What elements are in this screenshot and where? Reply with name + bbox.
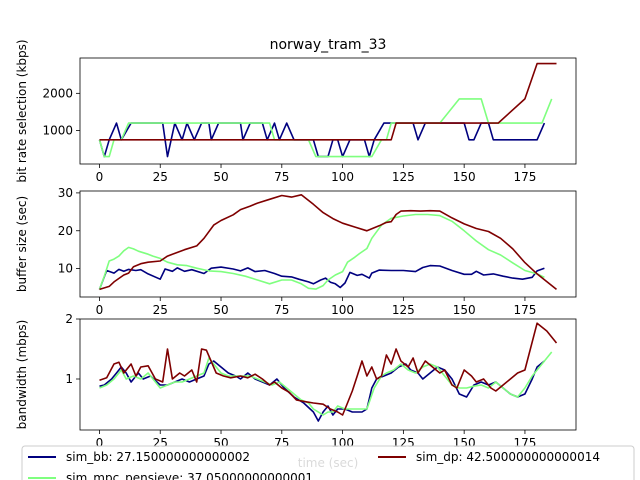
buffer-y-axis-label: buffer size (sec)	[15, 196, 29, 292]
bandwidth-y-tick-label: 2	[65, 312, 73, 326]
bitrate-x-tick-label: 75	[274, 170, 289, 184]
bandwidth-axes-frame	[79, 318, 577, 431]
buffer-y-tick-label: 30	[58, 186, 73, 200]
buffer-x-tick-label: 125	[392, 303, 415, 317]
bitrate-y-axis-label: bit rate selection (kbps)	[15, 39, 29, 182]
bitrate-y-tick-label: 2000	[42, 86, 73, 100]
bitrate-series-mpc	[98, 98, 553, 158]
buffer-series-bb	[98, 264, 545, 290]
buffer-x-tick-label: 175	[513, 303, 536, 317]
bandwidth-series-dp	[99, 322, 558, 416]
chart-title: norway_tram_33	[270, 37, 387, 53]
bitrate-y-tick-label: 1000	[42, 124, 73, 138]
bandwidth-y-axis-label: bandwidth (mbps)	[15, 320, 29, 430]
bitrate-x-tick-label: 175	[513, 170, 536, 184]
bitrate-panel: 0 25 50 75 100 125 150 175 1000 2000 bit rate sele…	[15, 39, 577, 184]
bitrate-x-tick-label: 125	[392, 170, 415, 184]
buffer-x-tick-label: 150	[453, 303, 476, 317]
bitrate-x-tick-label: 150	[453, 170, 476, 184]
legend-label-dp: sim_dp: 42.500000000000014	[416, 450, 600, 464]
legend-frame	[21, 445, 635, 480]
legend: sim_bb: 27.150000000000002 sim_mpc_pensi…	[21, 445, 635, 480]
buffer-x-tick-label: 0	[96, 303, 104, 317]
buffer-series-dp	[99, 194, 557, 291]
buffer-panel: 0 25 50 75 100 125 150 175 10 20 30 buffer size (se…	[15, 186, 577, 317]
buffer-x-tick-label: 75	[274, 303, 289, 317]
bitrate-x-tick-label: 50	[213, 170, 228, 184]
legend-label-bb: sim_bb: 27.150000000000002	[66, 450, 250, 464]
bitrate-x-tick-label: 0	[96, 170, 104, 184]
buffer-x-tick-label: 100	[331, 303, 354, 317]
bandwidth-y-tick-label: 1	[65, 372, 73, 386]
bandwidth-x-tick-label: 0	[96, 436, 104, 450]
bandwidth-series-mpc	[99, 351, 553, 416]
buffer-axes-frame	[79, 190, 577, 298]
bandwidth-series-bb	[99, 360, 545, 422]
buffer-x-tick-label: 50	[213, 303, 228, 317]
bitrate-series-dp	[99, 62, 557, 141]
legend-label-mpc: sim_mpc_pensieve: 37.05000000000001	[66, 471, 313, 480]
buffer-series-mpc	[98, 213, 545, 290]
buffer-x-tick-label: 25	[153, 303, 168, 317]
bitrate-x-tick-label: 25	[153, 170, 168, 184]
buffer-y-tick-label: 10	[58, 262, 73, 276]
buffer-y-tick-label: 20	[58, 224, 73, 238]
bitrate-axes-frame	[79, 57, 577, 165]
bitrate-x-tick-label: 100	[331, 170, 354, 184]
